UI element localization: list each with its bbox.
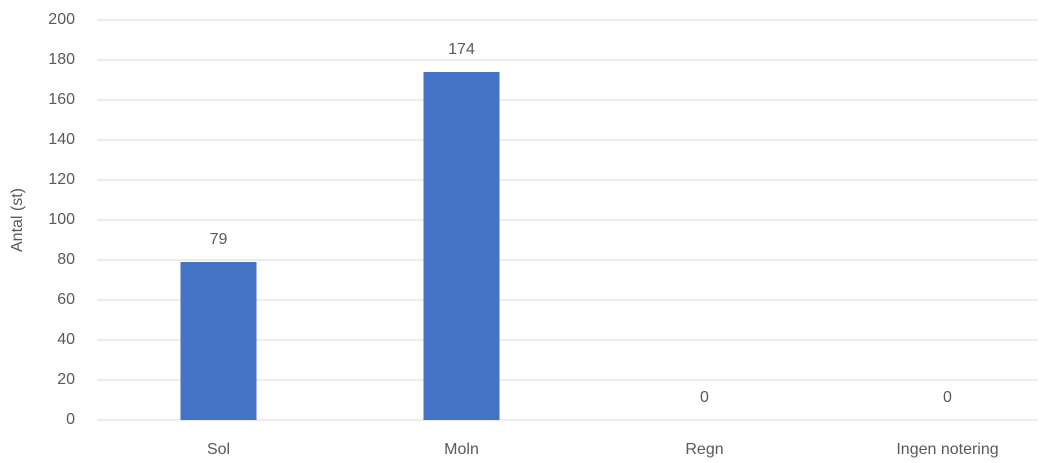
data-label: 0 <box>943 389 952 406</box>
y-axis-label: Antal (st) <box>9 188 26 252</box>
x-tick-label: Ingen notering <box>896 441 998 458</box>
bar <box>423 72 500 420</box>
y-tick-label: 160 <box>48 91 75 108</box>
y-tick-label: 60 <box>57 291 75 308</box>
y-tick-label: 140 <box>48 131 75 148</box>
data-label: 0 <box>700 389 709 406</box>
y-tick-label: 200 <box>48 11 75 28</box>
x-tick-label: Moln <box>444 441 479 458</box>
y-tick-label: 180 <box>48 51 75 68</box>
y-tick-label: 120 <box>48 171 75 188</box>
x-tick-label: Regn <box>685 441 723 458</box>
y-tick-label: 0 <box>66 411 75 428</box>
y-tick-label: 20 <box>57 371 75 388</box>
bar <box>180 262 257 420</box>
y-tick-label: 40 <box>57 331 75 348</box>
data-label: 174 <box>448 41 475 58</box>
y-tick-label: 80 <box>57 251 75 268</box>
y-tick-label: 100 <box>48 211 75 228</box>
data-label: 79 <box>210 231 228 248</box>
x-tick-label: Sol <box>207 441 230 458</box>
